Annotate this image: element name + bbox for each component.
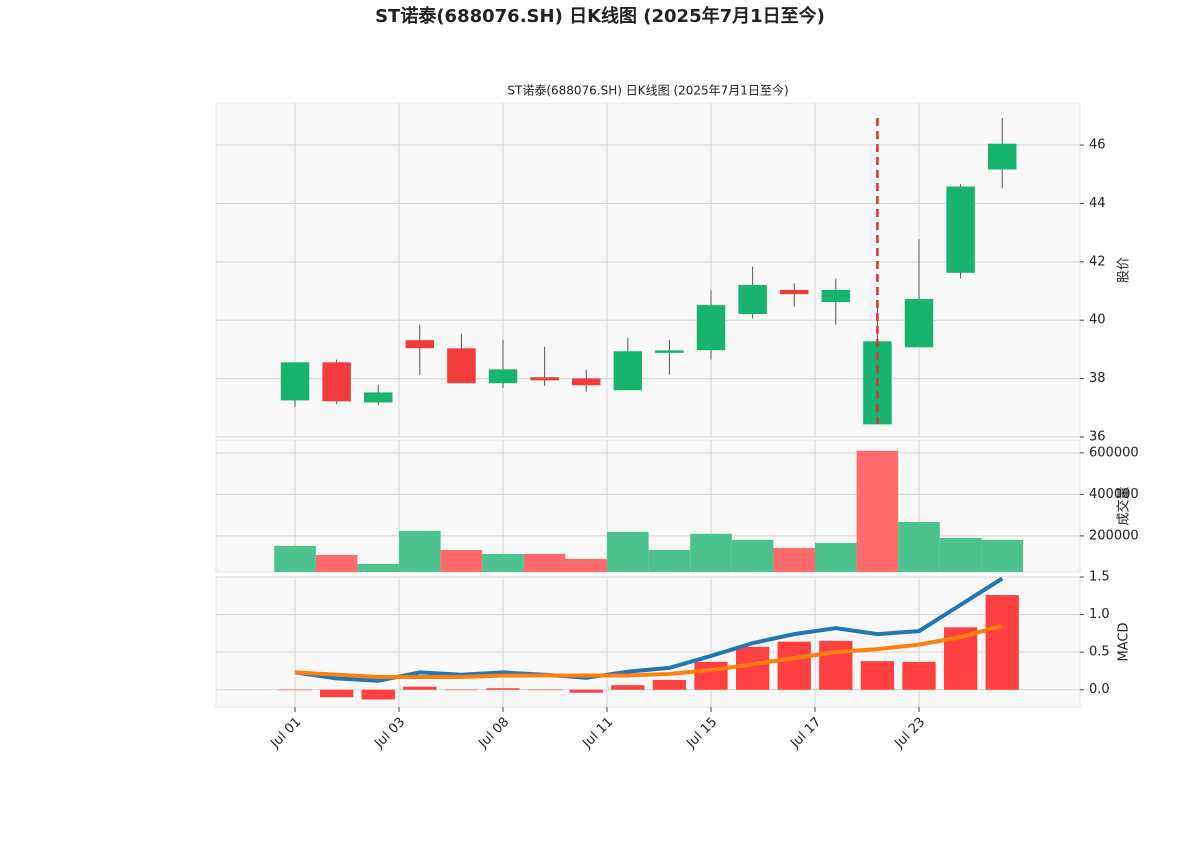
candle-body — [946, 186, 975, 273]
macd-hist-bar — [403, 686, 437, 690]
macd-hist-bar — [985, 595, 1019, 690]
x-tick-label: Jul 15 — [683, 715, 720, 752]
macd-hist-bar — [819, 640, 853, 690]
volume-bar — [315, 554, 358, 572]
panel-background — [215, 102, 1081, 438]
macd-line — [294, 623, 1003, 679]
macd-line — [294, 576, 1004, 683]
volume-bar — [773, 547, 816, 572]
macd-hist-bar — [611, 685, 645, 690]
candle-body — [987, 143, 1017, 170]
candle-body — [655, 350, 684, 353]
y-tick-label: 200000 — [1089, 528, 1139, 543]
volume-bar — [648, 550, 691, 572]
y-tick-label: 40 — [1089, 313, 1106, 328]
macd-hist-bar — [652, 679, 687, 690]
macd-hist-bar — [569, 689, 603, 693]
y-tick-label: 400000 — [1089, 487, 1139, 502]
macd-hist-bar — [319, 689, 354, 698]
y-tick-label: 1.5 — [1089, 570, 1110, 585]
macd-hist-bar — [527, 689, 562, 691]
candle-body — [821, 289, 851, 303]
macd-hist-bar — [278, 689, 312, 691]
volume-bar — [482, 553, 524, 572]
x-tick-label: Jul 17 — [787, 715, 824, 752]
volume-bar — [939, 537, 982, 572]
volume-bar — [607, 531, 649, 572]
macd-hist-bar — [777, 641, 811, 690]
y-axis-label: 股价 — [1117, 257, 1132, 283]
y-tick-label: 0.0 — [1089, 682, 1110, 697]
volume-bar — [731, 539, 774, 572]
macd-hist-bar — [444, 689, 479, 691]
volume-bar — [690, 533, 732, 572]
y-tick-label: 38 — [1089, 371, 1106, 386]
volume-bar — [523, 553, 566, 572]
candle-body — [530, 377, 559, 381]
volume-bar — [399, 530, 441, 572]
macd-hist-bar — [902, 661, 936, 690]
x-tick-label: Jul 08 — [475, 715, 512, 752]
volume-bar — [274, 545, 316, 572]
y-tick-label: 46 — [1089, 138, 1106, 153]
candle-body — [447, 348, 476, 384]
macd-hist-bar — [860, 661, 895, 690]
candle-body — [613, 351, 643, 391]
volume-bar — [898, 521, 940, 572]
candle-body — [696, 305, 726, 351]
macd-hist-bar — [735, 646, 770, 690]
y-tick-label: 600000 — [1089, 445, 1139, 460]
y-tick-label: 36 — [1089, 430, 1106, 445]
macd-hist-bar — [486, 688, 520, 690]
candle-body — [571, 378, 601, 386]
x-tick-label: Jul 23 — [891, 715, 928, 752]
y-tick-label: 42 — [1089, 254, 1106, 269]
candle-body — [904, 298, 934, 348]
macd-hist-bar — [694, 661, 728, 690]
y-axis-label: 成交量 — [1116, 486, 1132, 525]
y-tick-label: 0.5 — [1089, 645, 1110, 660]
volume-bar — [815, 542, 857, 572]
y-tick-label: 1.0 — [1089, 607, 1110, 622]
volume-bar — [981, 539, 1024, 572]
candle-body — [280, 362, 310, 401]
candle-body — [364, 392, 393, 403]
x-tick-label: Jul 01 — [267, 715, 304, 752]
volume-bar — [440, 550, 483, 572]
volume-bar — [565, 558, 608, 572]
candle-body — [738, 284, 767, 315]
volume-bar — [856, 450, 899, 572]
candle-body — [405, 340, 435, 349]
suptitle: ST诺泰(688076.SH) 日K线图 (2025年7月1日至今) — [375, 5, 825, 27]
y-axis-label: MACD — [1117, 623, 1132, 662]
chart-title: ST诺泰(688076.SH) 日K线图 (2025年7月1日至今) — [507, 83, 788, 98]
macd-hist-bar — [361, 689, 395, 700]
x-tick-label: Jul 11 — [579, 715, 616, 752]
y-tick-label: 44 — [1089, 196, 1106, 211]
candle-body — [779, 289, 809, 295]
candle-body — [322, 362, 351, 402]
candle-body — [488, 369, 518, 384]
volume-bar — [357, 563, 400, 572]
x-tick-label: Jul 03 — [371, 715, 408, 752]
